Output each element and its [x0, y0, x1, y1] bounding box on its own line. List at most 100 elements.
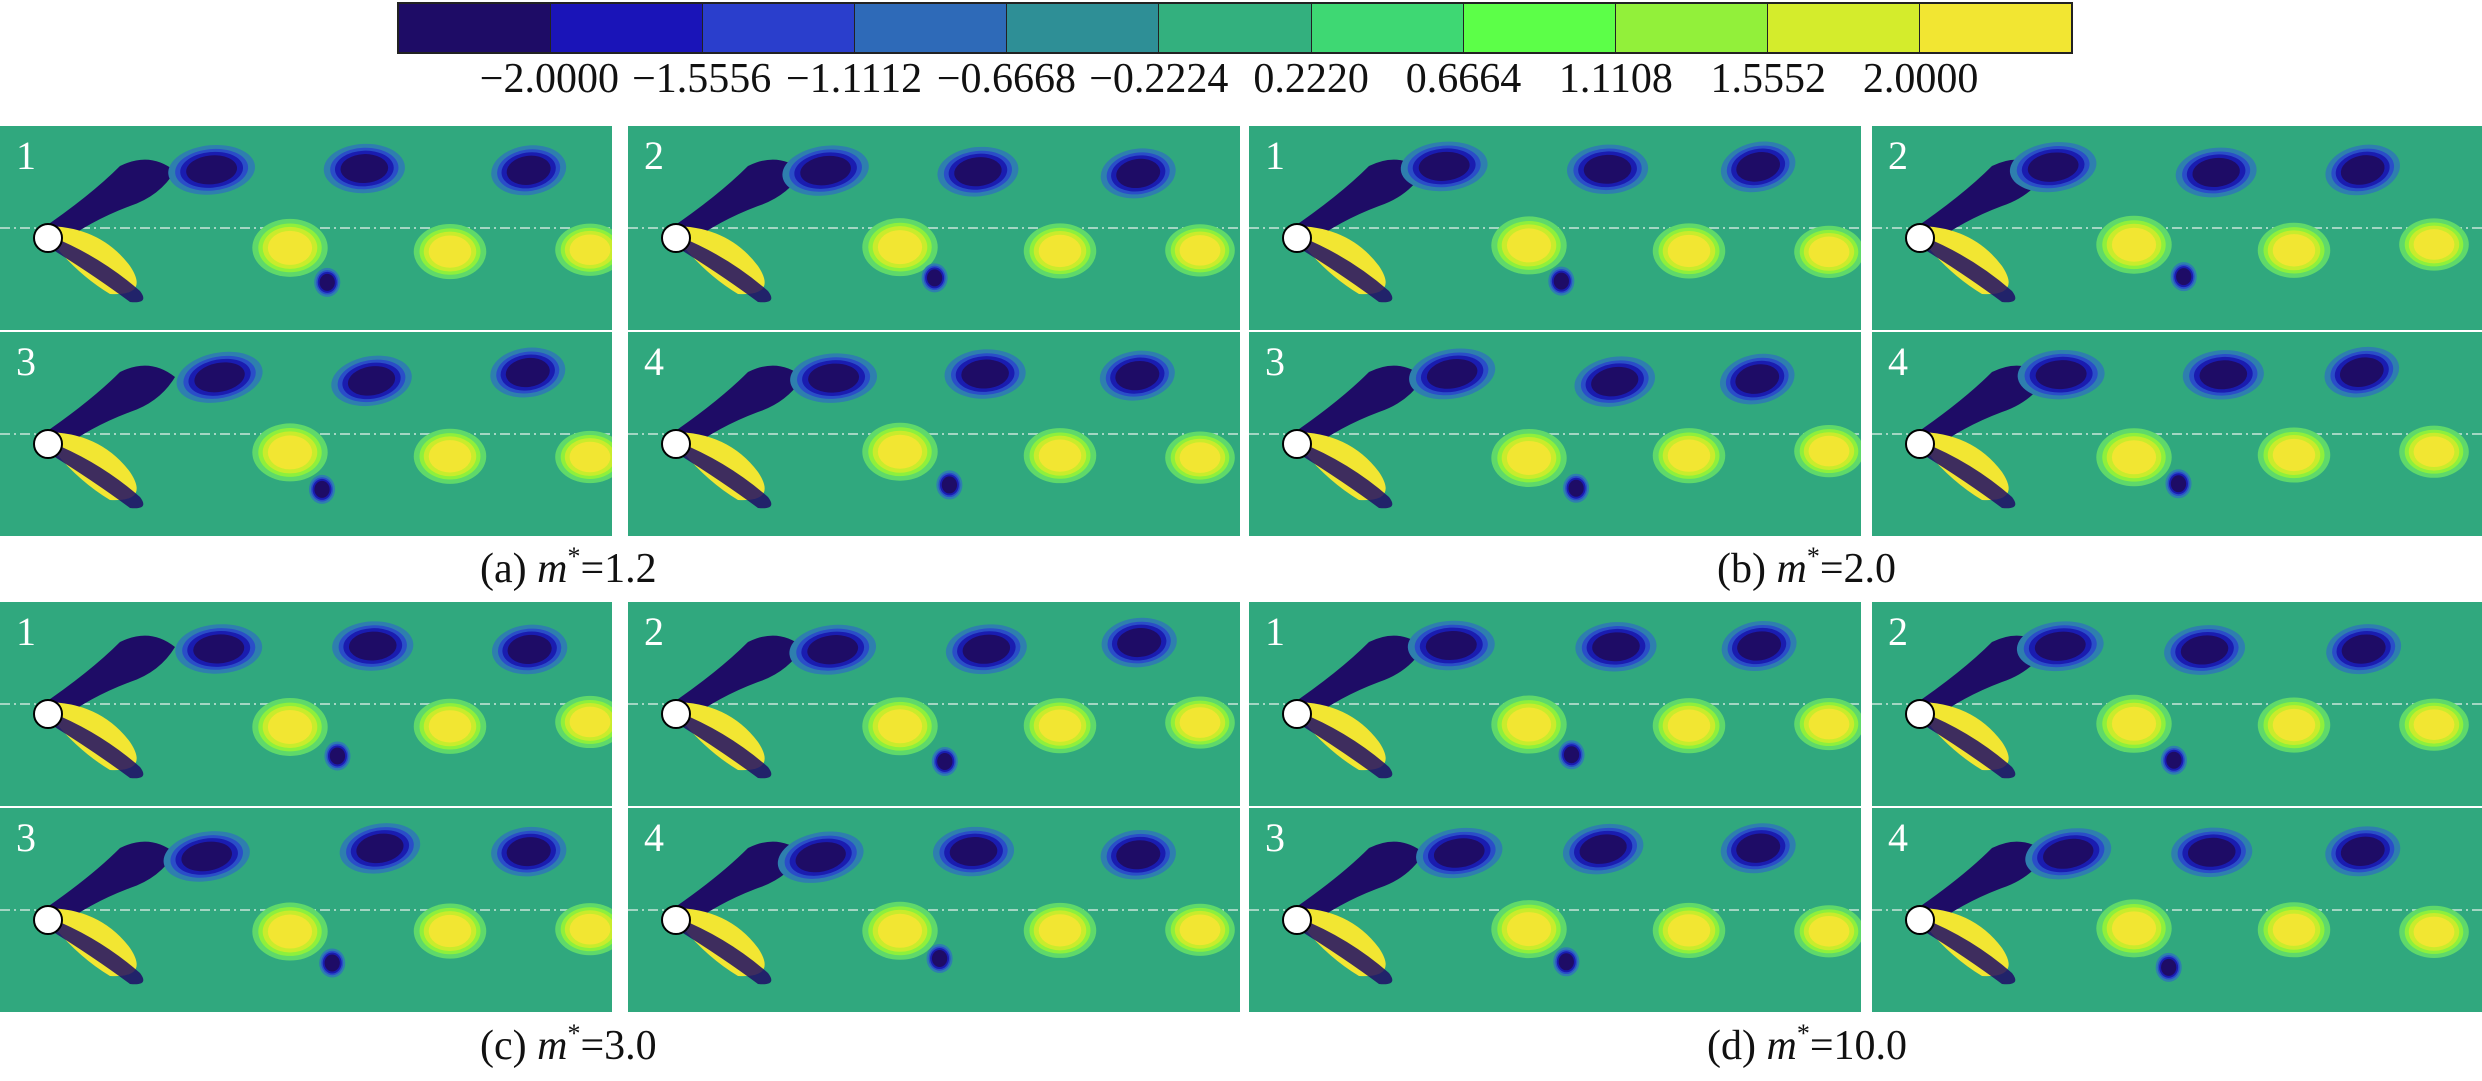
negative-vortex	[2016, 621, 2104, 672]
negative-vortex	[176, 351, 263, 403]
vorticity-panel: 1	[0, 126, 612, 330]
shear-layer	[40, 365, 175, 509]
positive-vortex	[252, 697, 328, 756]
frame-number: 3	[1265, 339, 1285, 384]
frame-number: 2	[644, 133, 664, 178]
vorticity-field	[1872, 621, 2482, 779]
vorticity-panel: 1	[1249, 602, 1861, 806]
positive-vortex	[2399, 905, 2469, 959]
negative-vortex	[175, 624, 263, 674]
frame-number: 4	[644, 339, 664, 384]
negative-vortex	[2171, 827, 2253, 878]
negative-vortex	[789, 624, 877, 675]
negative-vortex	[932, 826, 1015, 877]
vorticity-field	[1249, 348, 1861, 509]
negative-vortex	[2009, 142, 2097, 193]
shear-layer	[1289, 635, 1424, 779]
positive-vortex	[1491, 216, 1567, 275]
colorbar-tick-label: −0.6668	[936, 56, 1077, 102]
negative-vortex	[491, 145, 567, 196]
negative-vortex	[1553, 947, 1580, 977]
colorbar-segment	[551, 4, 704, 52]
negative-vortex	[2160, 745, 2187, 775]
vorticity-panel: 4	[628, 332, 1240, 536]
cylinder	[33, 905, 63, 935]
positive-vortex	[862, 218, 938, 277]
cylinder	[661, 905, 691, 935]
positive-vortex	[2257, 222, 2331, 278]
positive-vortex	[862, 697, 938, 756]
negative-vortex	[1719, 353, 1795, 405]
frame-number: 3	[16, 339, 36, 384]
negative-vortex	[777, 831, 864, 883]
vorticity-panel: 2	[628, 602, 1240, 806]
positive-vortex	[555, 430, 612, 484]
cylinder	[1282, 699, 1312, 729]
negative-vortex	[1407, 620, 1495, 671]
cylinder	[1282, 429, 1312, 459]
frame-number: 3	[16, 815, 36, 860]
vorticity-panel: 3	[0, 808, 612, 1012]
negative-vortex	[1409, 348, 1496, 400]
cylinder	[33, 429, 63, 459]
negative-vortex	[1720, 823, 1796, 874]
positive-vortex	[413, 428, 487, 484]
vorticity-field	[0, 347, 612, 509]
colorbar-tick-labels: −2.0000 −1.5556 −1.1112 −0.6668 −0.2224 0.222…	[397, 58, 2073, 108]
positive-vortex	[1165, 696, 1235, 749]
positive-vortex	[2096, 215, 2172, 274]
positive-vortex	[862, 422, 938, 481]
vorticity-field	[628, 145, 1240, 303]
caption-a: (a) m*=1.2	[480, 542, 657, 592]
colorbar-tick-label: −1.5556	[632, 56, 772, 102]
cylinder	[661, 429, 691, 459]
positive-vortex	[1023, 428, 1097, 484]
positive-vortex	[2399, 218, 2469, 271]
negative-vortex	[1548, 266, 1575, 296]
negative-vortex	[2175, 147, 2257, 198]
cylinder	[1905, 699, 1935, 729]
negative-vortex	[323, 143, 405, 194]
positive-vortex	[252, 902, 328, 961]
positive-vortex	[413, 698, 487, 754]
negative-vortex	[163, 831, 250, 882]
negative-vortex	[1416, 827, 1503, 879]
negative-vortex	[1400, 141, 1488, 192]
negative-vortex	[2182, 350, 2264, 400]
negative-vortex	[319, 948, 346, 978]
vorticity-field	[628, 349, 1240, 509]
colorbar-segment	[399, 4, 552, 52]
negative-vortex	[339, 823, 421, 874]
negative-vortex	[2017, 349, 2105, 400]
negative-vortex	[931, 746, 958, 776]
cylinder	[661, 223, 691, 253]
colorbar-tick-label: 0.6664	[1405, 56, 1522, 102]
shear-layer	[668, 159, 803, 303]
frame-number: 2	[644, 609, 664, 654]
positive-vortex	[413, 903, 487, 959]
vorticity-panel: 2	[1872, 126, 2482, 330]
vorticity-field	[0, 143, 612, 303]
negative-vortex	[331, 355, 412, 407]
negative-vortex	[2325, 144, 2400, 196]
colorbar-segment	[855, 4, 1008, 52]
colorbar-tick-label: −2.0000	[479, 56, 619, 102]
negative-vortex	[1575, 622, 1657, 672]
negative-vortex	[782, 145, 869, 196]
positive-vortex	[1491, 695, 1567, 754]
vorticity-field	[1872, 826, 2482, 985]
vorticity-field	[1872, 142, 2482, 303]
cylinder	[661, 699, 691, 729]
positive-vortex	[862, 901, 938, 960]
negative-vortex	[168, 144, 255, 195]
negative-vortex	[1721, 620, 1797, 672]
colorbar-segment	[1159, 4, 1312, 52]
shear-layer	[1289, 365, 1424, 509]
positive-vortex	[252, 218, 328, 277]
vorticity-panel: 3	[1249, 808, 1861, 1012]
shear-layer	[1912, 365, 2047, 509]
negative-vortex	[324, 741, 351, 771]
negative-vortex	[944, 349, 1026, 399]
positive-vortex	[1652, 698, 1726, 754]
caption-d: (d) m*=10.0	[1707, 1019, 1908, 1069]
